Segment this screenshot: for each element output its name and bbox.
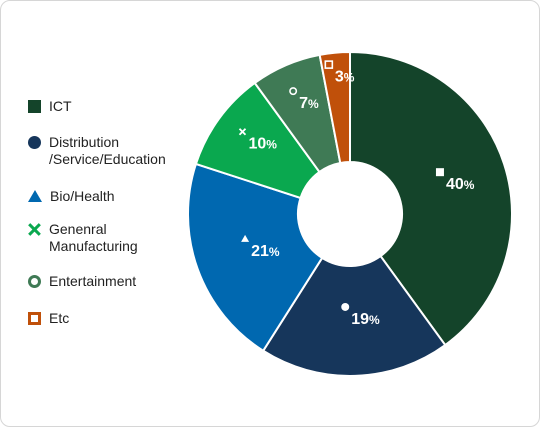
- data-label-etc: 3%: [335, 69, 355, 86]
- data-label-genenral-manufacturing: 10%: [248, 136, 277, 153]
- legend-label-line: Distribution: [49, 134, 120, 150]
- hollow-square-marker-icon: [324, 60, 334, 69]
- hollow-square-marker-icon: [28, 312, 41, 325]
- legend-label-line: Manufacturing: [49, 238, 138, 254]
- legend-label: Genenral Manufacturing: [49, 221, 138, 255]
- square-marker-icon: [435, 168, 444, 177]
- circle-marker-icon: [28, 136, 41, 149]
- circle-marker-icon: [341, 302, 350, 311]
- triangle-marker-icon: [241, 234, 250, 242]
- triangle-marker-icon: [28, 190, 42, 202]
- data-label-bio-health: 21%: [251, 243, 280, 260]
- legend-label: ICT: [49, 98, 72, 114]
- legend-label: Entertainment: [49, 273, 137, 289]
- slice-bio-health: [187, 162, 324, 353]
- slice-etc: [318, 50, 351, 165]
- legend-item-etc: Etc: [28, 310, 69, 327]
- legend-label-line: Genenral: [49, 221, 107, 237]
- legend-label: Etc: [49, 310, 70, 326]
- data-label-entertainment: 7%: [299, 95, 319, 112]
- data-label-distribution-service-education: 19%: [351, 311, 380, 328]
- slice-ict: [349, 50, 513, 347]
- legend-item-entertainment: Entertainment: [28, 273, 136, 290]
- legend-item-ict: ICT: [28, 98, 72, 115]
- legend-label-line: /Service/Education: [49, 151, 166, 167]
- legend-item-distribution: Distribution /Service/Education: [28, 134, 166, 168]
- slice-distribution-service-education: [261, 254, 447, 377]
- ring-marker-icon: [28, 275, 41, 288]
- ring-marker-icon: [289, 87, 298, 96]
- legend-label: Distribution /Service/Education: [49, 134, 166, 168]
- data-label-ict: 40%: [446, 176, 475, 193]
- x-marker-icon: [238, 128, 247, 136]
- legend-item-manufacturing: Genenral Manufacturing: [28, 221, 138, 255]
- square-marker-icon: [28, 100, 41, 113]
- legend-item-bio-health: Bio/Health: [28, 188, 115, 205]
- legend-label: Bio/Health: [50, 188, 115, 204]
